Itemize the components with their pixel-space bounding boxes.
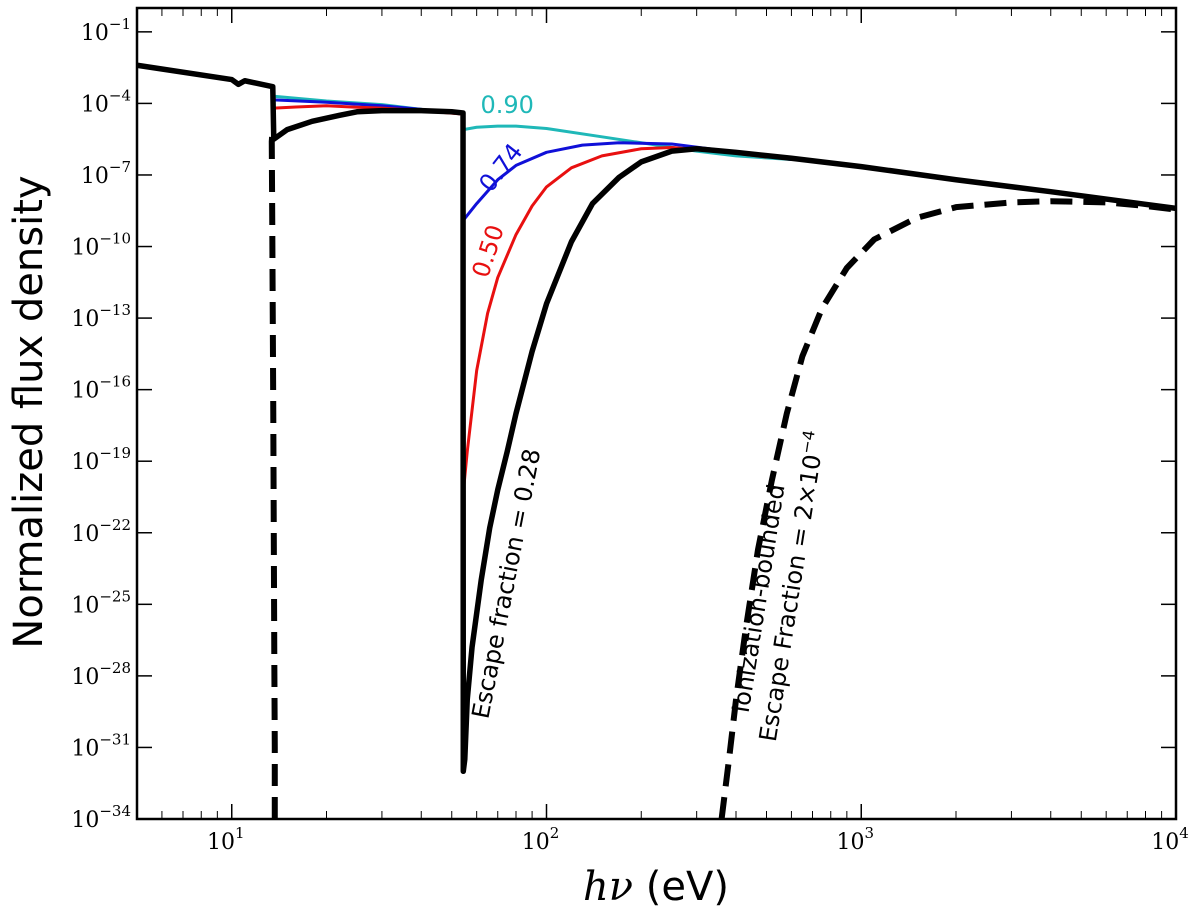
y-tick-label: 10−34 <box>71 802 131 833</box>
x-tick-label: 104 <box>1151 824 1189 855</box>
y-tick-label: 10−19 <box>71 444 131 475</box>
y-tick-label: 10−22 <box>71 516 131 547</box>
x-tick-label: 103 <box>836 824 874 855</box>
y-tick-label: 10−16 <box>71 373 131 404</box>
annotation-label: 0.50 <box>467 221 510 280</box>
y-tick-label: 10−28 <box>71 659 131 690</box>
y-tick-label: 10−31 <box>71 730 131 761</box>
x-axis-label: hν (eV) <box>583 864 729 910</box>
annotation-label: 0.74 <box>473 138 528 197</box>
tick-labels: 101 102 103 104 10−1 10−4 10−7 10−10 10−13 10−16 1… <box>71 15 1188 855</box>
y-tick-label: 10−7 <box>81 158 131 189</box>
series-line-2 <box>273 104 767 494</box>
series-line-5 <box>718 198 1177 820</box>
x-axis-label-math: hν <box>583 864 633 910</box>
x-tick-label: 102 <box>522 824 560 855</box>
y-axis-label: Normalized flux density <box>6 175 52 648</box>
series-line-4 <box>268 127 278 819</box>
y-tick-label: 10−13 <box>71 301 131 332</box>
y-tick-label: 10−4 <box>81 86 131 117</box>
plot-frame <box>135 6 1178 821</box>
annotation-label: 0.90 <box>480 91 533 119</box>
axis-ticks <box>136 8 1177 820</box>
y-tick-label: 10−10 <box>71 230 131 261</box>
series-layer <box>136 62 1177 820</box>
series-line-3 <box>136 62 1177 775</box>
y-tick-label: 10−25 <box>71 587 131 618</box>
x-tick-label: 101 <box>207 824 245 855</box>
x-axis-label-unit: (eV) <box>633 864 729 910</box>
y-tick-label: 10−1 <box>81 15 131 46</box>
